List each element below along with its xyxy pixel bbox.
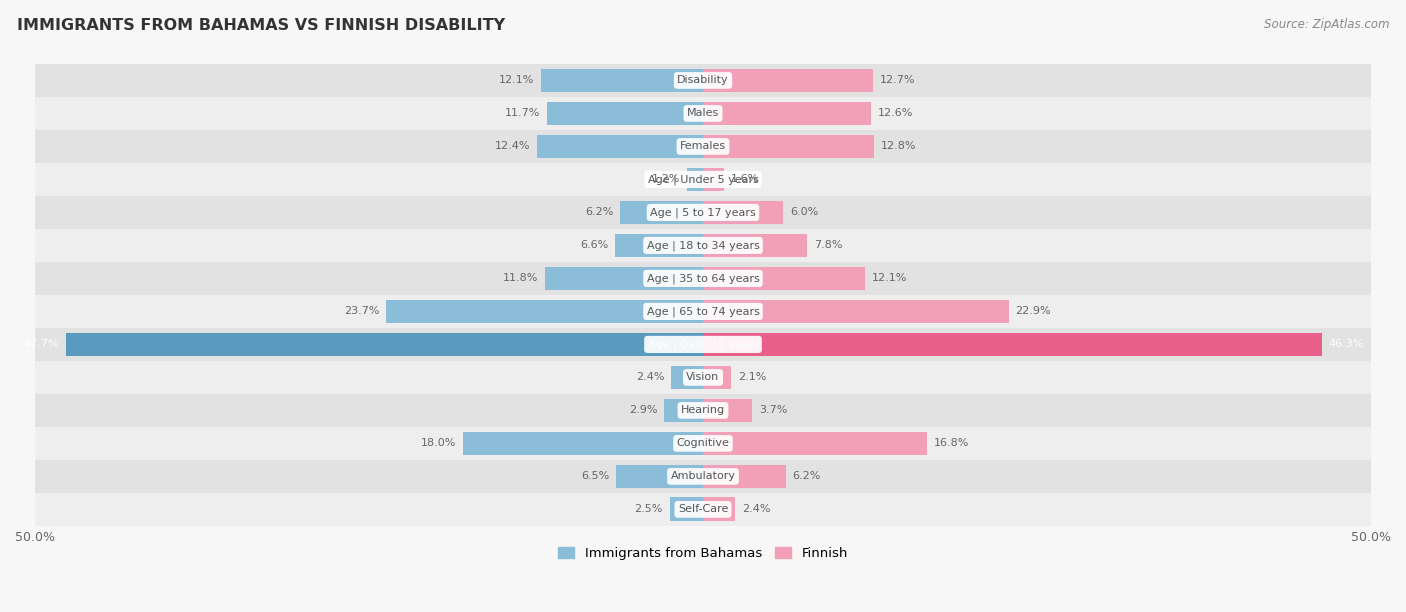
Bar bbox=[35, 460, 1371, 493]
Bar bbox=[703, 135, 875, 159]
Text: 1.2%: 1.2% bbox=[652, 174, 681, 184]
Bar bbox=[463, 431, 703, 455]
Text: Ambulatory: Ambulatory bbox=[671, 471, 735, 482]
Text: 2.5%: 2.5% bbox=[634, 504, 662, 514]
Text: Age | 5 to 17 years: Age | 5 to 17 years bbox=[650, 207, 756, 218]
Text: 47.7%: 47.7% bbox=[24, 340, 59, 349]
Bar bbox=[35, 196, 1371, 229]
Bar bbox=[703, 299, 1010, 323]
Text: Source: ZipAtlas.com: Source: ZipAtlas.com bbox=[1264, 18, 1389, 31]
Bar bbox=[546, 267, 703, 290]
Bar bbox=[703, 465, 786, 488]
Text: Cognitive: Cognitive bbox=[676, 438, 730, 449]
Text: 22.9%: 22.9% bbox=[1015, 307, 1052, 316]
Text: 11.8%: 11.8% bbox=[503, 274, 538, 283]
Text: 12.6%: 12.6% bbox=[877, 108, 914, 119]
Bar bbox=[35, 229, 1371, 262]
Text: Hearing: Hearing bbox=[681, 405, 725, 416]
Bar bbox=[703, 431, 928, 455]
Bar bbox=[35, 64, 1371, 97]
Text: 46.3%: 46.3% bbox=[1329, 340, 1364, 349]
Text: 12.7%: 12.7% bbox=[879, 75, 915, 86]
Text: Self-Care: Self-Care bbox=[678, 504, 728, 514]
Bar bbox=[703, 398, 752, 422]
Bar bbox=[703, 201, 783, 225]
Text: 12.8%: 12.8% bbox=[880, 141, 917, 151]
Text: 1.6%: 1.6% bbox=[731, 174, 759, 184]
Text: Age | Over 75 years: Age | Over 75 years bbox=[648, 339, 758, 349]
Text: 2.9%: 2.9% bbox=[628, 405, 658, 416]
Bar bbox=[703, 498, 735, 521]
Text: 12.1%: 12.1% bbox=[872, 274, 907, 283]
Text: Disability: Disability bbox=[678, 75, 728, 86]
Bar bbox=[669, 498, 703, 521]
Text: 6.2%: 6.2% bbox=[585, 207, 613, 217]
Bar bbox=[620, 201, 703, 225]
Text: 12.4%: 12.4% bbox=[495, 141, 530, 151]
Text: Age | 65 to 74 years: Age | 65 to 74 years bbox=[647, 306, 759, 316]
Bar bbox=[35, 361, 1371, 394]
Bar bbox=[35, 394, 1371, 427]
Bar bbox=[616, 465, 703, 488]
Bar bbox=[703, 332, 1322, 356]
Bar bbox=[35, 163, 1371, 196]
Text: 16.8%: 16.8% bbox=[934, 438, 970, 449]
Text: 6.5%: 6.5% bbox=[581, 471, 609, 482]
Bar bbox=[35, 130, 1371, 163]
Bar bbox=[35, 262, 1371, 295]
Bar bbox=[387, 299, 703, 323]
Text: Males: Males bbox=[688, 108, 718, 119]
Bar bbox=[703, 267, 865, 290]
Text: Age | 18 to 34 years: Age | 18 to 34 years bbox=[647, 240, 759, 251]
Bar bbox=[703, 365, 731, 389]
Text: 11.7%: 11.7% bbox=[505, 108, 540, 119]
Bar bbox=[35, 97, 1371, 130]
Bar bbox=[703, 102, 872, 125]
Bar bbox=[35, 295, 1371, 328]
Text: Age | Under 5 years: Age | Under 5 years bbox=[648, 174, 758, 185]
Text: 18.0%: 18.0% bbox=[420, 438, 456, 449]
Text: IMMIGRANTS FROM BAHAMAS VS FINNISH DISABILITY: IMMIGRANTS FROM BAHAMAS VS FINNISH DISAB… bbox=[17, 18, 505, 34]
Text: Age | 35 to 64 years: Age | 35 to 64 years bbox=[647, 273, 759, 284]
Text: 7.8%: 7.8% bbox=[814, 241, 842, 250]
Bar bbox=[541, 69, 703, 92]
Bar bbox=[35, 493, 1371, 526]
Bar bbox=[688, 168, 703, 192]
Bar bbox=[614, 234, 703, 257]
Text: 23.7%: 23.7% bbox=[344, 307, 380, 316]
Bar bbox=[703, 168, 724, 192]
Bar bbox=[537, 135, 703, 159]
Bar bbox=[703, 234, 807, 257]
Text: 6.6%: 6.6% bbox=[579, 241, 609, 250]
Text: 3.7%: 3.7% bbox=[759, 405, 787, 416]
Text: 2.1%: 2.1% bbox=[738, 372, 766, 382]
Text: 6.2%: 6.2% bbox=[793, 471, 821, 482]
Bar bbox=[35, 427, 1371, 460]
Text: Females: Females bbox=[681, 141, 725, 151]
Text: 6.0%: 6.0% bbox=[790, 207, 818, 217]
Bar bbox=[664, 398, 703, 422]
Bar bbox=[66, 332, 703, 356]
Bar bbox=[703, 69, 873, 92]
Legend: Immigrants from Bahamas, Finnish: Immigrants from Bahamas, Finnish bbox=[553, 542, 853, 565]
Bar bbox=[671, 365, 703, 389]
Text: 2.4%: 2.4% bbox=[636, 372, 664, 382]
Text: Vision: Vision bbox=[686, 372, 720, 382]
Text: 12.1%: 12.1% bbox=[499, 75, 534, 86]
Bar bbox=[35, 328, 1371, 361]
Bar bbox=[547, 102, 703, 125]
Text: 2.4%: 2.4% bbox=[742, 504, 770, 514]
